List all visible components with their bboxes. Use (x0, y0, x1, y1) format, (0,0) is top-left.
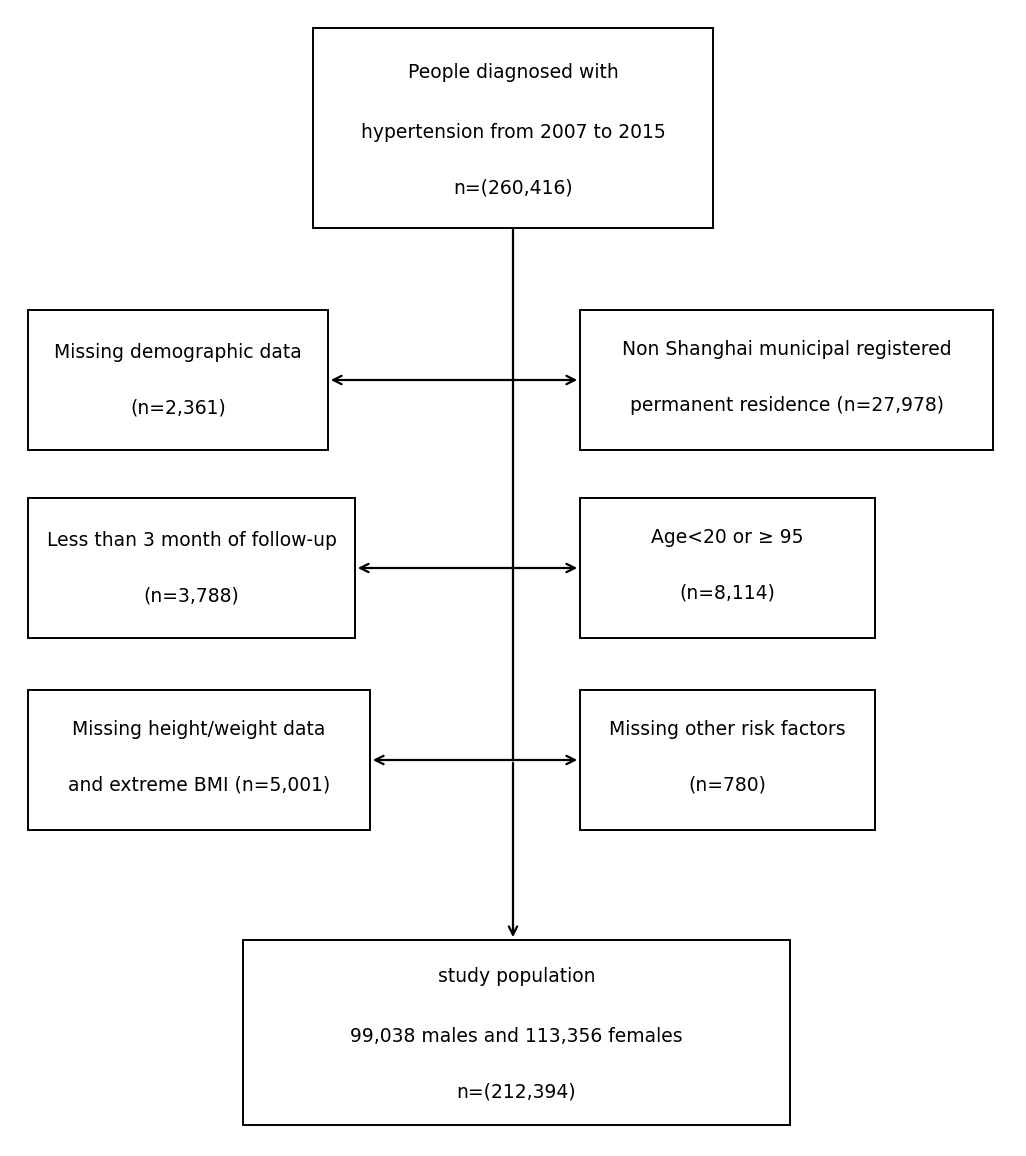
Text: permanent residence (n=27,978): permanent residence (n=27,978) (630, 395, 944, 415)
Text: 99,038 males and 113,356 females: 99,038 males and 113,356 females (350, 1027, 683, 1046)
Bar (580, 498, 875, 638)
Text: People diagnosed with: People diagnosed with (407, 62, 619, 82)
Bar (28, 310, 328, 450)
Bar (243, 940, 790, 1125)
Text: Missing other risk factors: Missing other risk factors (609, 720, 845, 739)
Text: hypertension from 2007 to 2015: hypertension from 2007 to 2015 (360, 123, 666, 141)
Text: (n=2,361): (n=2,361) (130, 399, 226, 417)
Bar (580, 310, 993, 450)
Text: and extreme BMI (n=5,001): and extreme BMI (n=5,001) (68, 776, 330, 794)
Bar (28, 498, 355, 638)
Text: n=(260,416): n=(260,416) (453, 178, 573, 198)
Text: (n=8,114): (n=8,114) (679, 584, 776, 602)
Text: n=(212,394): n=(212,394) (457, 1082, 577, 1102)
Text: (n=780): (n=780) (688, 776, 766, 794)
Text: Age<20 or ≥ 95: Age<20 or ≥ 95 (652, 527, 803, 547)
Bar (580, 690, 875, 830)
Text: study population: study population (438, 968, 595, 986)
Bar (28, 690, 370, 830)
Text: Less than 3 month of follow-up: Less than 3 month of follow-up (46, 531, 337, 549)
Text: Missing height/weight data: Missing height/weight data (72, 720, 325, 739)
Bar (313, 28, 713, 228)
Text: (n=3,788): (n=3,788) (144, 586, 239, 606)
Text: Non Shanghai municipal registered: Non Shanghai municipal registered (622, 340, 951, 358)
Text: Missing demographic data: Missing demographic data (54, 342, 302, 362)
